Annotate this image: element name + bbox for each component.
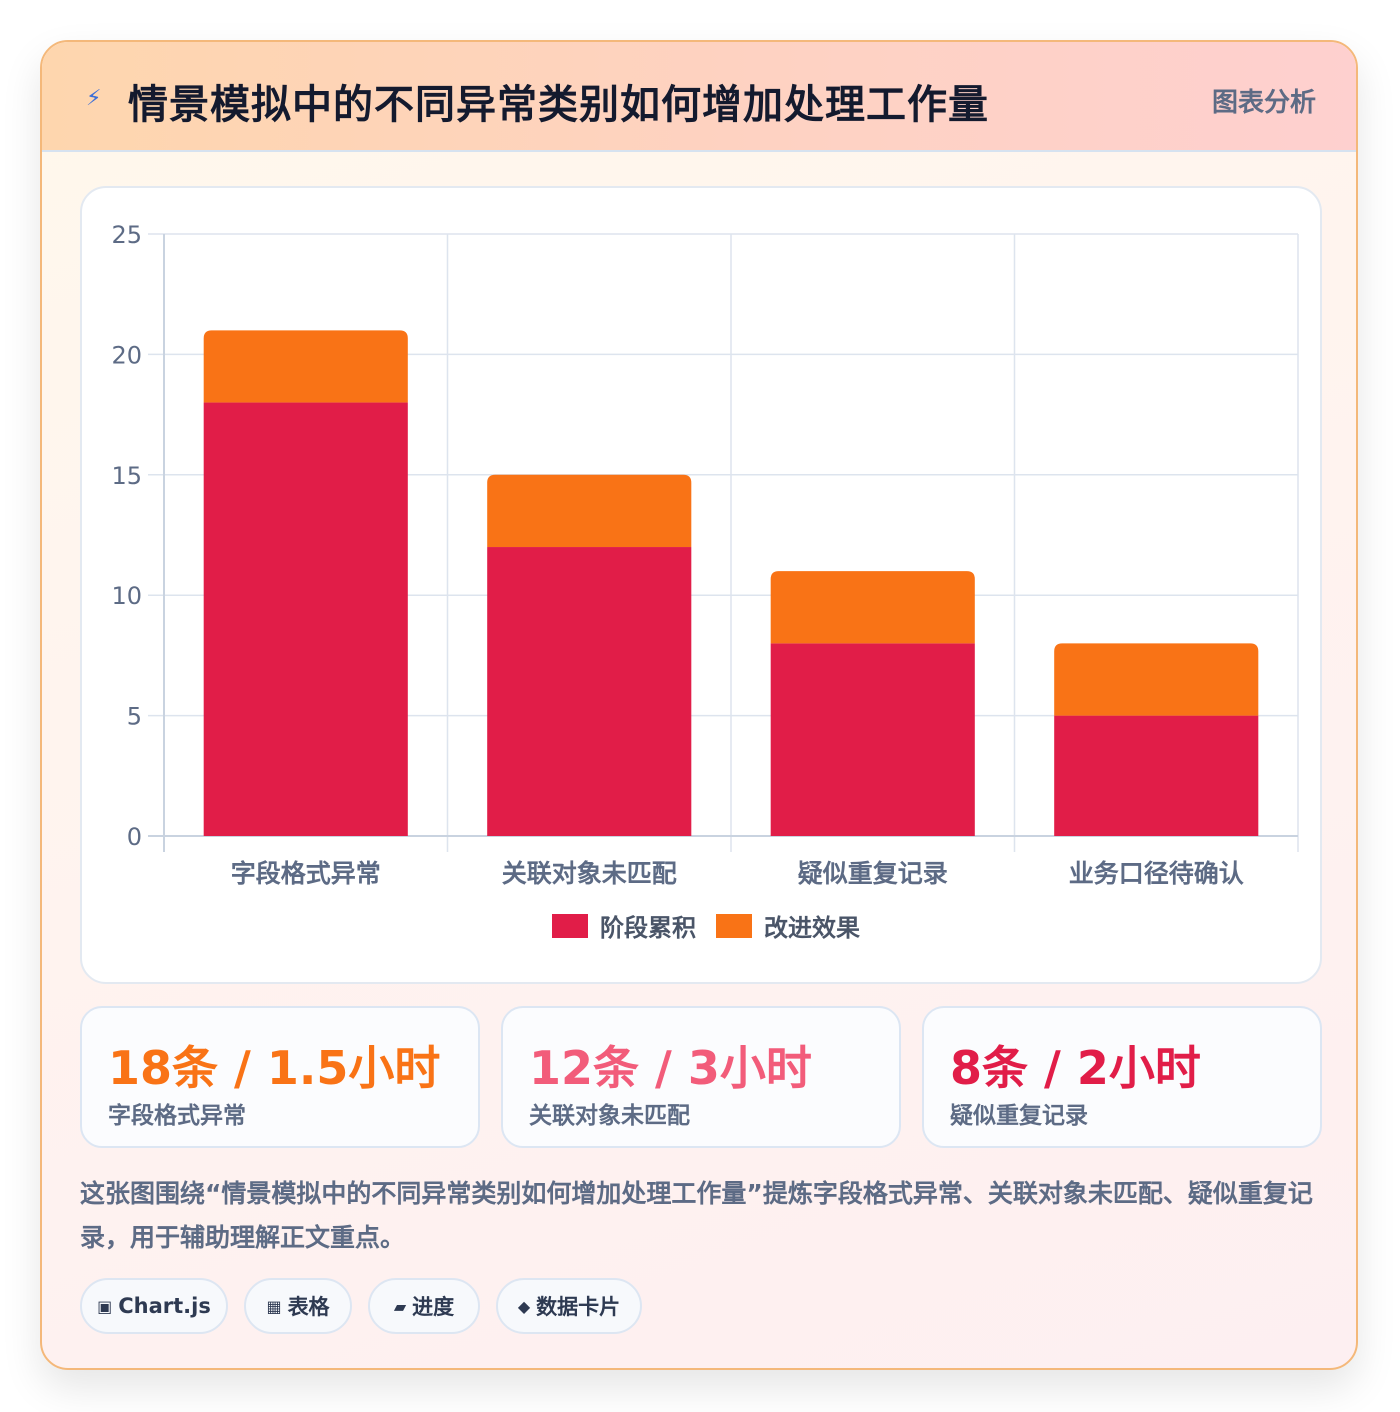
- progress-icon: ▰: [393, 1296, 407, 1316]
- x-tick-label: 字段格式异常: [231, 859, 381, 888]
- card-header: ⚡ 情景模拟中的不同异常类别如何增加处理工作量 图表分析: [42, 42, 1356, 152]
- y-tick-label: 0: [127, 823, 142, 851]
- pill-label: Chart.js: [118, 1294, 211, 1318]
- y-tick-label: 25: [111, 221, 142, 249]
- y-tick-label: 10: [111, 582, 142, 610]
- bar-1: [1054, 715, 1259, 836]
- table-icon: ▦: [266, 1296, 282, 1316]
- bar-2: [1054, 643, 1259, 716]
- pill-table[interactable]: ▦ 表格: [244, 1278, 352, 1334]
- chart-card: ⚡ 情景模拟中的不同异常类别如何增加处理工作量 图表分析 0 5 10 15 20 25 字…: [40, 40, 1358, 1370]
- stat-card-3: 8条 / 2小时 疑似重复记录: [922, 1006, 1322, 1148]
- lightning-icon: ⚡: [86, 86, 102, 111]
- bar-1: [487, 547, 692, 836]
- chart-description: 这张图围绕“情景模拟中的不同异常类别如何增加处理工作量”提炼字段格式异常、关联对…: [80, 1179, 1313, 1252]
- chart-icon: ▣: [97, 1296, 113, 1316]
- stat-card-2: 12条 / 3小时 关联对象未匹配: [501, 1006, 901, 1148]
- stat-value: 8条 / 2小时: [950, 1041, 1201, 1095]
- bar-2: [203, 330, 408, 403]
- page-title: 情景模拟中的不同异常类别如何增加处理工作量: [128, 82, 989, 128]
- stat-label: 关联对象未匹配: [529, 1103, 690, 1129]
- pill-label: 进度: [412, 1295, 455, 1319]
- header-tag: 图表分析: [1211, 88, 1316, 118]
- stat-label: 字段格式异常: [108, 1103, 246, 1129]
- stacked-bar-chart: 0 5 10 15 20 25 字段格式异常 关联对象未匹配 疑似重复记录 业务口径待确认阶段累积…: [111, 221, 1299, 942]
- legend-swatch: [716, 914, 752, 938]
- bar-1: [203, 402, 408, 836]
- stat-value: 18条 / 1.5小时: [108, 1041, 441, 1095]
- stat-label: 疑似重复记录: [950, 1103, 1088, 1129]
- pill-progress[interactable]: ▰ 进度: [368, 1278, 480, 1334]
- pill-chartjs[interactable]: ▣ Chart.js: [80, 1278, 228, 1334]
- x-tick-label: 疑似重复记录: [798, 859, 948, 888]
- legend-swatch: [552, 914, 588, 938]
- bar-2: [770, 571, 975, 644]
- y-tick-label: 15: [111, 462, 142, 490]
- stat-value: 12条 / 3小时: [529, 1041, 812, 1095]
- legend-label: 改进效果: [764, 914, 860, 942]
- bar-2: [487, 474, 692, 548]
- pill-data-card[interactable]: ◆ 数据卡片: [496, 1278, 642, 1334]
- pill-label: 表格: [287, 1295, 330, 1319]
- chart-panel: 0 5 10 15 20 25 字段格式异常 关联对象未匹配 疑似重复记录 业务口径待确认阶段累积…: [80, 186, 1322, 984]
- y-tick-label: 5: [127, 703, 142, 731]
- legend-label: 阶段累积: [600, 914, 696, 942]
- bar-1: [770, 643, 975, 836]
- stat-card-1: 18条 / 1.5小时 字段格式异常: [80, 1006, 480, 1148]
- x-tick-label: 关联对象未匹配: [502, 859, 677, 888]
- x-tick-label: 业务口径待确认: [1069, 859, 1244, 888]
- data-card-icon: ◆: [517, 1296, 531, 1316]
- y-tick-label: 20: [111, 341, 142, 369]
- pill-label: 数据卡片: [536, 1295, 621, 1319]
